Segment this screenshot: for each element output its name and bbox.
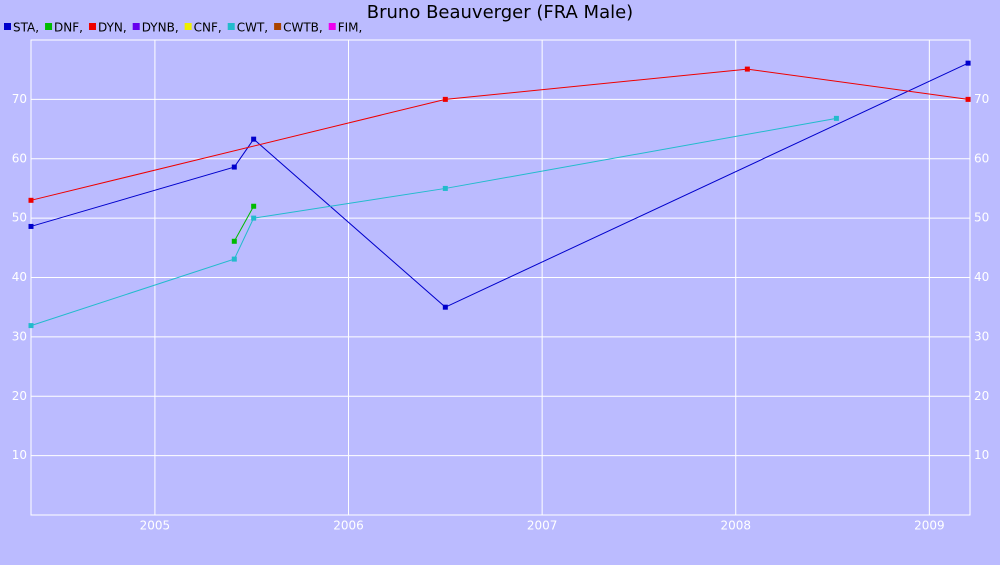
legend-label: CNF,	[194, 21, 222, 35]
series-line	[233, 206, 255, 242]
legend-swatch	[328, 23, 336, 30]
x-tick-label: 2008	[720, 519, 751, 533]
point	[251, 203, 257, 209]
point	[28, 223, 34, 229]
point	[442, 304, 448, 310]
point	[231, 238, 237, 244]
y-tick-label: 20	[12, 389, 27, 403]
legend-swatch	[4, 23, 11, 30]
point	[251, 136, 257, 142]
point	[442, 96, 448, 102]
point	[965, 60, 971, 66]
point	[231, 256, 237, 262]
x-tick-label: 2005	[140, 519, 171, 533]
point	[965, 96, 971, 102]
y2-tick-label: 20	[974, 389, 989, 403]
legend-label: STA,	[13, 21, 39, 35]
legend-swatch	[274, 23, 282, 30]
legend-label: DYNB,	[142, 21, 179, 35]
y-tick-label: 10	[12, 448, 27, 462]
legend-label: FIM,	[338, 21, 363, 35]
legend-swatch	[227, 23, 235, 30]
legend-label: CWTB,	[283, 21, 323, 35]
y2-tick-label: 10	[974, 448, 989, 462]
series-line	[30, 68, 969, 201]
legend-swatch	[184, 23, 192, 30]
y2-tick-label: 30	[974, 329, 989, 343]
point	[442, 185, 448, 191]
legend-swatch	[88, 23, 96, 30]
legend-swatch	[45, 23, 53, 30]
y-tick-label: 50	[12, 211, 27, 225]
point	[744, 66, 750, 72]
chart-title: Bruno Beauverger (FRA Male)	[367, 2, 633, 23]
y2-tick-label: 50	[974, 211, 989, 225]
point	[28, 323, 34, 329]
point	[231, 164, 237, 170]
x-tick-label: 2007	[527, 519, 558, 533]
legend-label: DNF,	[54, 21, 83, 35]
x-tick-label: 2009	[914, 519, 945, 533]
y2-tick-label: 60	[974, 151, 989, 165]
point	[28, 197, 34, 203]
point	[833, 115, 839, 121]
y-tick-label: 40	[12, 270, 27, 284]
point	[251, 215, 257, 221]
legend-label: DYN,	[98, 21, 127, 35]
legend-label: CWT,	[237, 21, 268, 35]
legend-swatch	[132, 23, 140, 30]
y2-tick-label: 40	[974, 270, 989, 284]
y2-tick-label: 70	[974, 92, 989, 106]
y-tick-label: 70	[12, 92, 27, 106]
x-tick-label: 2006	[333, 519, 364, 533]
y-tick-label: 60	[12, 151, 27, 165]
y-tick-label: 30	[12, 329, 27, 343]
